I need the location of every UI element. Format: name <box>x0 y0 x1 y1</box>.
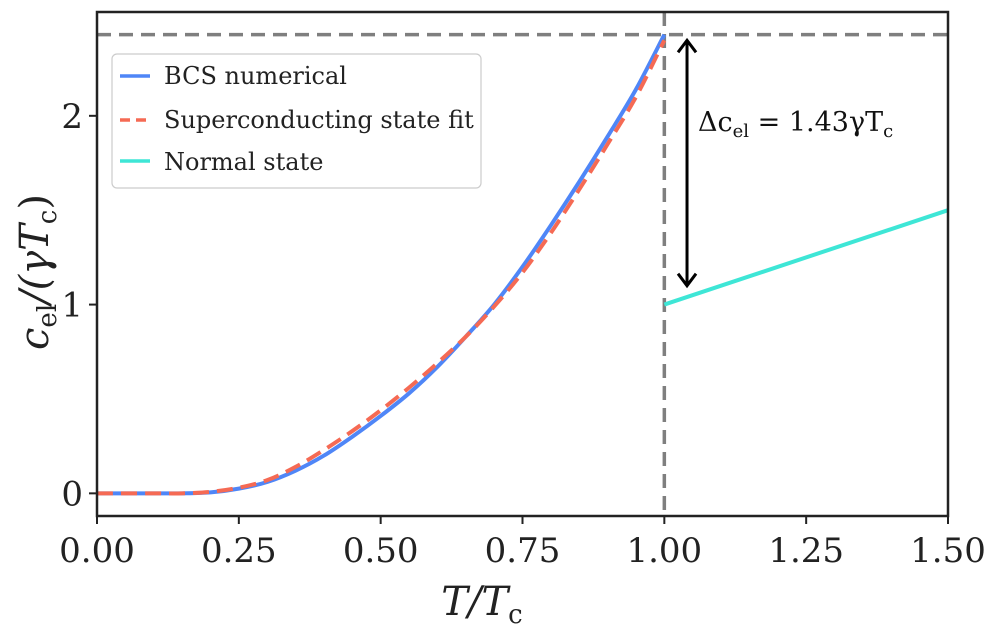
plot-marks <box>97 12 949 516</box>
legend: BCS numerical Superconducting state fit … <box>111 53 482 189</box>
x-tick-label: 1.00 <box>626 531 702 571</box>
y-tick-label: 0 <box>61 474 83 514</box>
legend-label-normal: Normal state <box>164 148 323 176</box>
y-tick-label: 2 <box>61 97 83 137</box>
x-tick-label: 1.50 <box>910 531 986 571</box>
annotation-delta-c: Δcel = 1.43γTc <box>698 107 893 142</box>
arrow-head-top <box>676 37 698 54</box>
x-tick-label: 0.50 <box>343 531 419 571</box>
x-tick-label: 0.25 <box>201 531 277 571</box>
y-axis-label: cel/(γTc) <box>12 194 63 350</box>
y-tick-label: 1 <box>61 286 83 326</box>
series-superconducting-fit <box>97 39 667 496</box>
x-axis-label: T/Tc <box>441 579 522 630</box>
axis-ticks: 0.00 0.25 0.50 0.75 1.00 1.25 1.50 0 1 2 <box>59 97 986 571</box>
x-tick-label: 1.25 <box>768 531 844 571</box>
x-tick-label: 0.75 <box>485 531 561 571</box>
x-tick-label: 0.00 <box>59 531 135 571</box>
series-normal-state <box>663 208 949 307</box>
series-bcs-numerical <box>97 33 667 496</box>
legend-label-bcs: BCS numerical <box>164 62 347 90</box>
legend-box <box>111 53 482 189</box>
legend-label-fit: Superconducting state fit <box>164 106 474 134</box>
arrow-head-bottom <box>676 272 698 289</box>
